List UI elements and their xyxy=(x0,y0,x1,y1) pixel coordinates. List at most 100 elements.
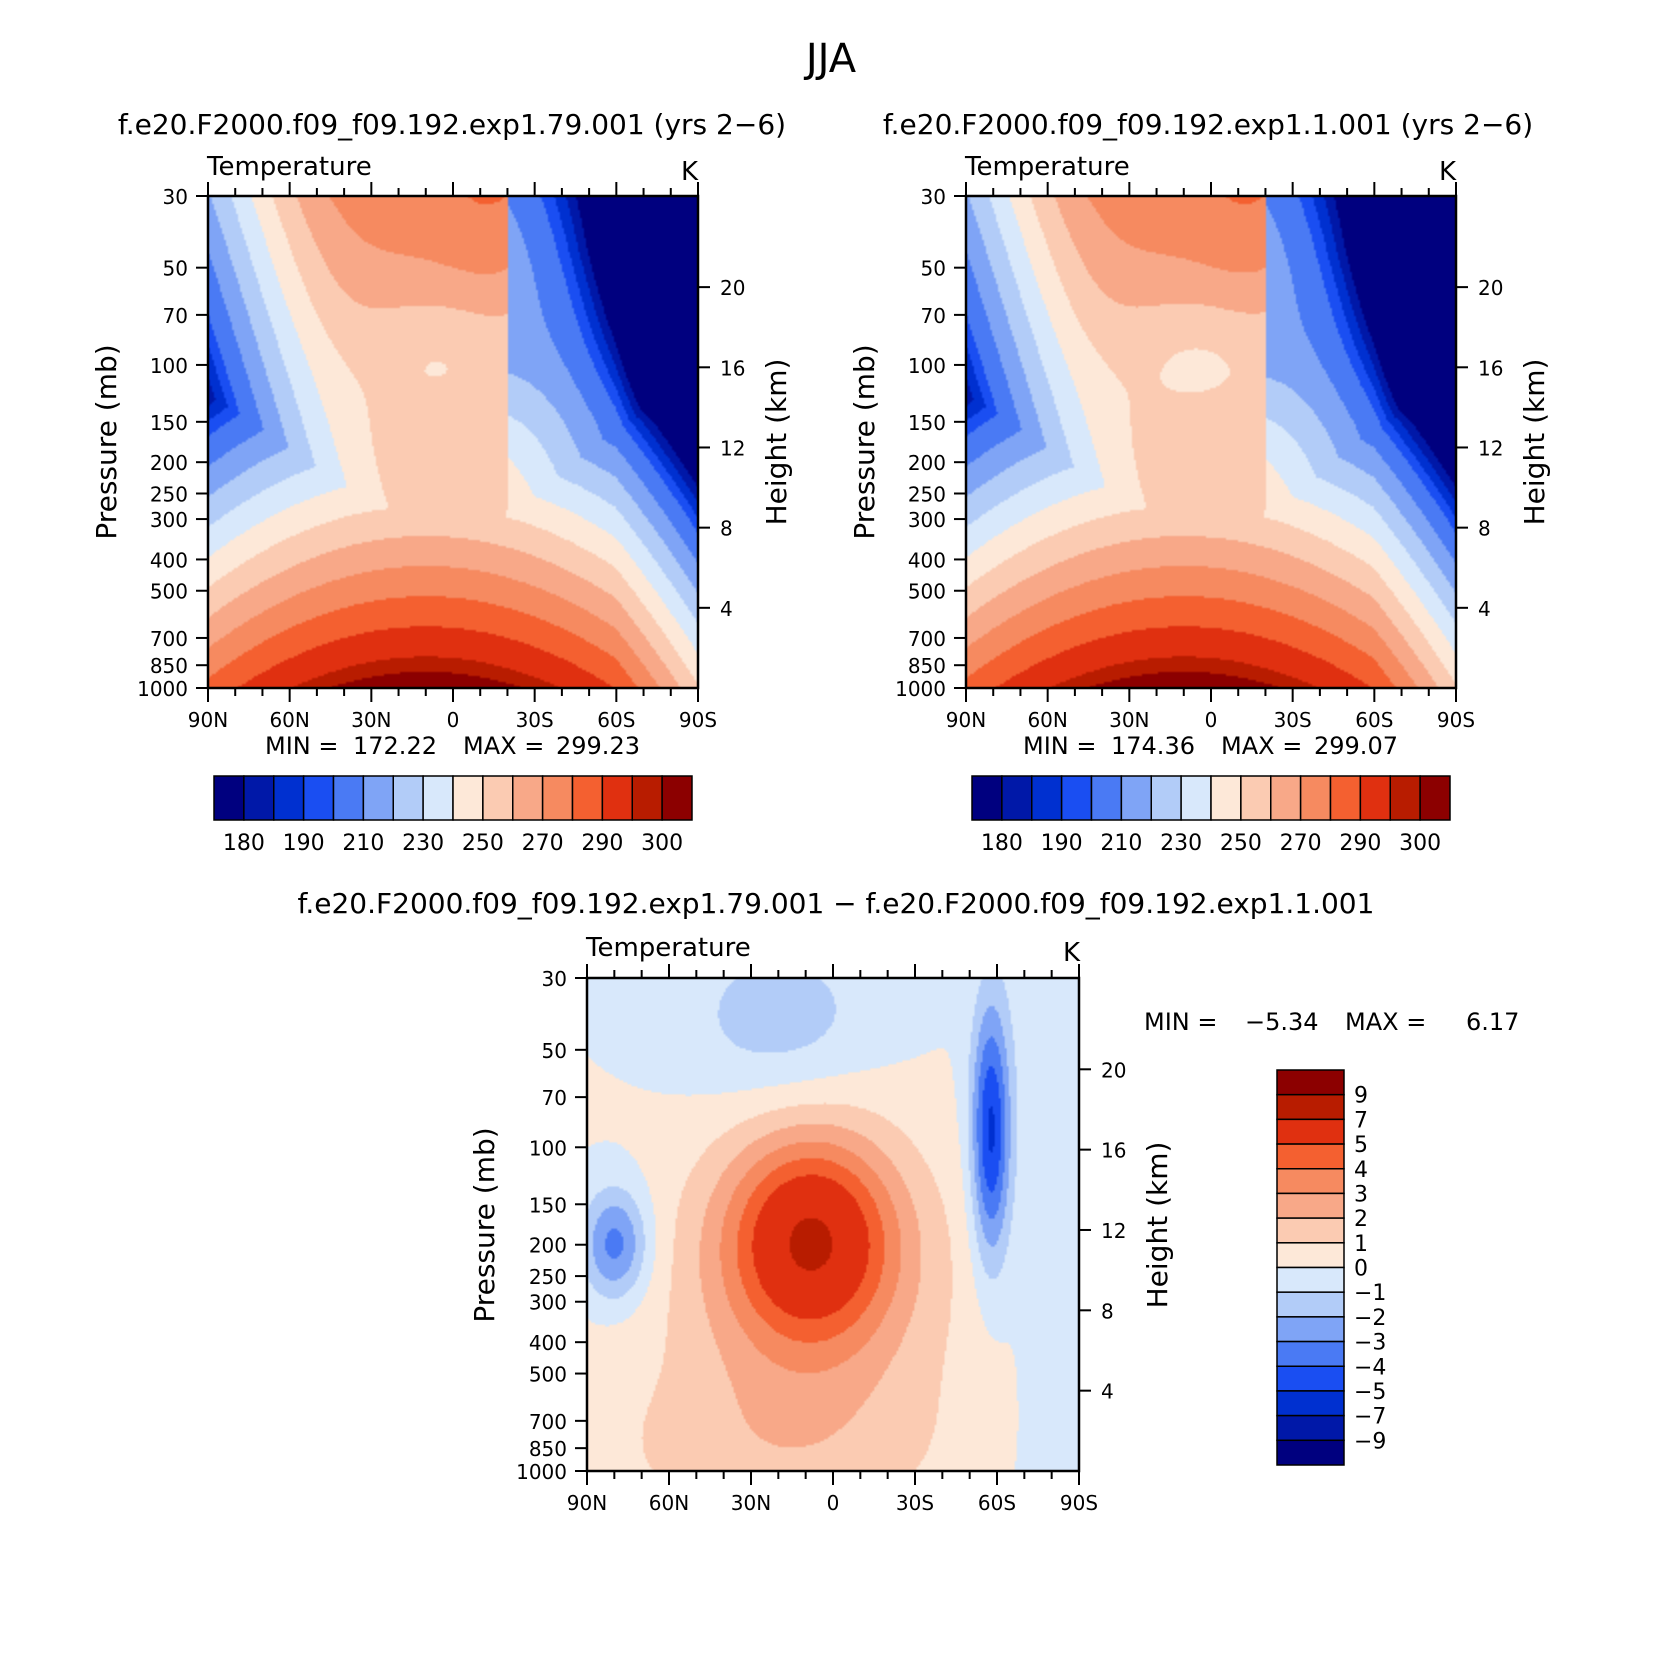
panel-diff-max-label: MAX = xyxy=(1345,1008,1426,1036)
colorbar-box xyxy=(1276,1192,1345,1219)
panel-diff-ylabel: Pressure (mb) xyxy=(468,1127,501,1322)
colorbar-label: 9 xyxy=(1354,1084,1368,1109)
colorbar-label: −9 xyxy=(1354,1429,1386,1454)
y-tick-label: 850 xyxy=(908,654,946,678)
colorbar-box xyxy=(1060,775,1093,821)
panel-a: f.e20.F2000.f09_f09.192.exp1.79.001 (yrs… xyxy=(90,108,793,856)
panel-b-max-value: 299.07 xyxy=(1314,732,1398,760)
y-tick-label: 300 xyxy=(150,508,188,532)
panel-a-stats: MIN = 172.22 MAX = 299.23 xyxy=(265,732,640,760)
colorbar-label: 290 xyxy=(581,831,623,856)
colorbar-label: 300 xyxy=(641,831,683,856)
colorbar-label: −7 xyxy=(1354,1405,1386,1430)
y-tick-label: 50 xyxy=(542,1039,567,1063)
colorbar-box xyxy=(601,775,633,821)
y-tick-label: 1000 xyxy=(137,677,188,701)
colorbar-label: 2 xyxy=(1354,1207,1368,1232)
y-tick-label: 500 xyxy=(150,580,188,604)
panel-b-left-label: Temperature xyxy=(964,152,1130,182)
panel-a-max-label: MAX = xyxy=(463,732,544,760)
colorbar-box xyxy=(1276,1069,1345,1096)
panel-diff-units: K xyxy=(1063,938,1081,968)
panel-a-min-label: MIN = xyxy=(265,732,338,760)
colorbar-box xyxy=(1276,1093,1345,1121)
colorbar-box xyxy=(512,775,544,821)
x-tick-label: 60N xyxy=(1027,708,1067,732)
colorbar-label: −3 xyxy=(1354,1331,1386,1356)
height-tick-label: 8 xyxy=(720,517,733,541)
colorbar-label: 290 xyxy=(1339,831,1381,856)
x-tick-label: 0 xyxy=(447,708,460,732)
height-tick-label: 8 xyxy=(1101,1299,1114,1323)
panel-b-title: f.e20.F2000.f09_f09.192.exp1.1.001 (yrs … xyxy=(883,108,1533,141)
colorbar-label: 180 xyxy=(223,831,265,856)
panel-diff-left-label: Temperature xyxy=(585,933,751,963)
colorbar-label: 250 xyxy=(1220,831,1262,856)
y-tick-label: 250 xyxy=(908,482,946,506)
panel-b-plot: 305070100150200250300400500700850100090N… xyxy=(895,182,1503,732)
panel-a-axes: 305070100150200250300400500700850100090N… xyxy=(137,182,745,732)
colorbar-box xyxy=(1389,775,1421,821)
y-tick-label: 50 xyxy=(163,257,188,281)
colorbar-box xyxy=(1276,1340,1345,1367)
colorbar-box xyxy=(482,775,514,821)
colorbar-label: 230 xyxy=(1160,831,1202,856)
x-tick-label: 60S xyxy=(597,708,635,732)
height-tick-label: 16 xyxy=(1101,1139,1126,1163)
panel-a-colorbar: 180 190 210 230 250 270 290 300 xyxy=(213,775,693,856)
colorbar-box xyxy=(1276,1414,1345,1442)
y-tick-label: 150 xyxy=(908,411,946,435)
colorbar-box xyxy=(971,775,1003,821)
panel-b: f.e20.F2000.f09_f09.192.exp1.1.001 (yrs … xyxy=(848,108,1551,856)
x-tick-label: 60N xyxy=(269,708,309,732)
panel-diff-title: f.e20.F2000.f09_f09.192.exp1.79.001 − f.… xyxy=(298,887,1375,920)
x-tick-label: 30N xyxy=(1109,708,1149,732)
y-tick-label: 100 xyxy=(529,1136,567,1160)
colorbar-box xyxy=(1276,1316,1345,1343)
colorbar-box xyxy=(1270,775,1302,821)
height-tick-label: 12 xyxy=(1478,436,1503,460)
x-tick-label: 90N xyxy=(946,708,986,732)
colorbar-box xyxy=(1276,1217,1345,1244)
colorbar-label: 230 xyxy=(402,831,444,856)
colorbar-box xyxy=(273,775,305,821)
x-tick-label: 90S xyxy=(679,708,717,732)
colorbar-label: 210 xyxy=(342,831,384,856)
height-tick-label: 4 xyxy=(1101,1380,1114,1404)
panel-b-min-value: 174.36 xyxy=(1111,732,1195,760)
colorbar-box xyxy=(452,775,484,821)
panel-b-max-label: MAX = xyxy=(1221,732,1302,760)
panel-b-colorbar: 180 190 210 230 250 270 290 300 xyxy=(971,775,1451,856)
colorbar-box xyxy=(1276,1118,1345,1145)
panel-diff: f.e20.F2000.f09_f09.192.exp1.79.001 − f.… xyxy=(298,887,1520,1515)
y-tick-label: 400 xyxy=(150,548,188,572)
colorbar-label: 250 xyxy=(462,831,504,856)
height-tick-label: 16 xyxy=(1478,356,1503,380)
x-tick-label: 30S xyxy=(516,708,554,732)
colorbar-box xyxy=(1276,1291,1345,1318)
panel-diff-min-label: MIN = xyxy=(1144,1008,1217,1036)
colorbar-label: −2 xyxy=(1354,1306,1386,1331)
colorbar-box xyxy=(1329,775,1362,821)
colorbar-label: 7 xyxy=(1354,1108,1368,1133)
height-tick-label: 20 xyxy=(1478,276,1503,300)
y-tick-label: 70 xyxy=(542,1086,567,1110)
y-tick-label: 50 xyxy=(921,257,946,281)
y-tick-label: 500 xyxy=(908,580,946,604)
y-tick-label: 200 xyxy=(908,451,946,475)
x-tick-label: 30N xyxy=(731,1491,771,1515)
height-tick-label: 20 xyxy=(720,276,745,300)
height-tick-label: 16 xyxy=(720,356,745,380)
height-tick-label: 12 xyxy=(720,436,745,460)
colorbar-label: −4 xyxy=(1354,1355,1386,1380)
colorbar-box xyxy=(1299,775,1332,821)
panel-diff-stats: MIN = −5.34 MAX = 6.17 xyxy=(1144,1008,1519,1036)
colorbar-box xyxy=(1276,1439,1345,1466)
y-tick-label: 100 xyxy=(150,354,188,378)
colorbar-label: 270 xyxy=(1280,831,1322,856)
y-tick-label: 30 xyxy=(163,185,188,209)
y-tick-label: 700 xyxy=(150,627,188,651)
y-tick-label: 150 xyxy=(529,1193,567,1217)
y-tick-label: 700 xyxy=(908,627,946,651)
